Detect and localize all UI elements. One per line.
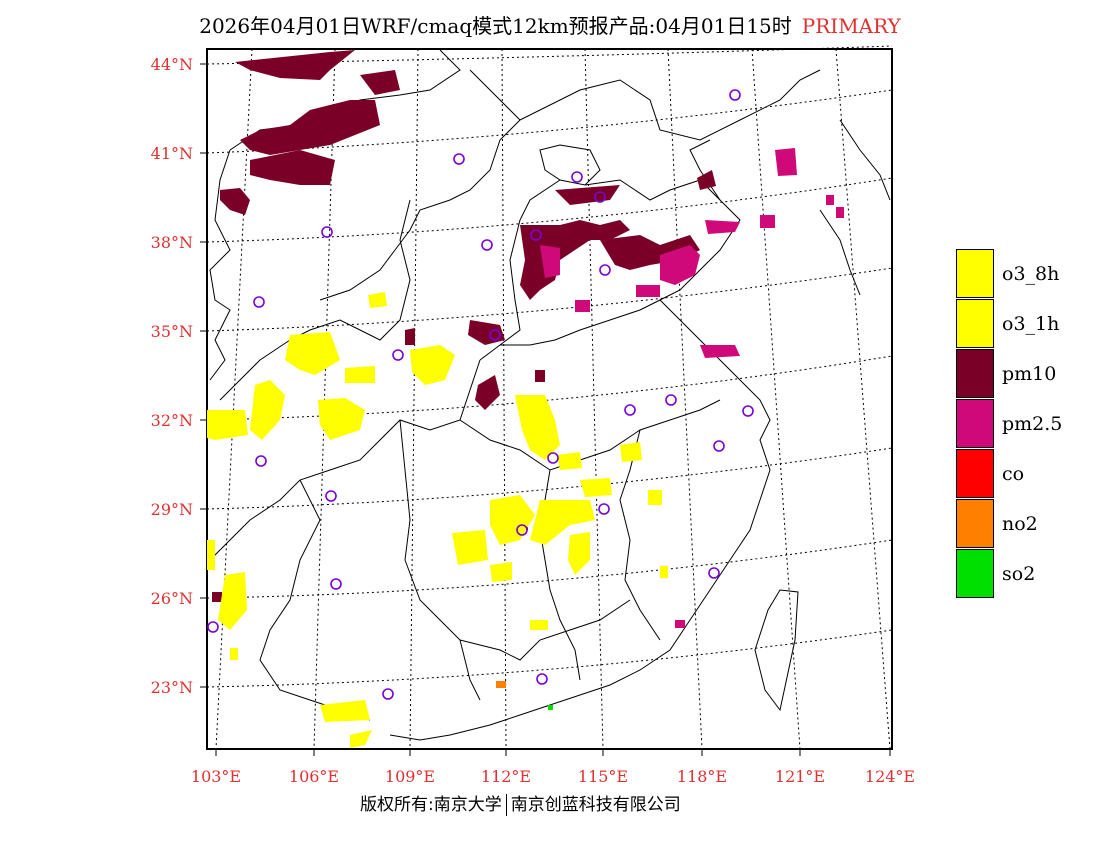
station-marker: [729, 89, 741, 101]
lat-label: 29°N: [151, 500, 193, 519]
station-marker: [321, 226, 333, 238]
station-marker: [392, 349, 404, 361]
station-marker: [481, 239, 493, 251]
lat-label: 38°N: [151, 233, 193, 252]
station-marker: [742, 405, 754, 417]
station-marker: [255, 455, 267, 467]
legend-label: o3_1h: [1002, 313, 1060, 335]
legend-label: o3_8h: [1002, 263, 1060, 285]
legend-swatch: [956, 249, 994, 298]
lon-label: 124°E: [865, 767, 915, 786]
map-title: 2026年04月01日WRF/cmaq模式12km预报产品:04月01日15时 P…: [0, 10, 1100, 39]
station-marker: [516, 524, 528, 536]
patches-o3: [207, 292, 668, 748]
lon-label: 112°E: [481, 767, 531, 786]
station-marker: [547, 452, 559, 464]
station-marker: [708, 567, 720, 579]
patches-pm10: [212, 50, 716, 602]
station-marker: [453, 153, 465, 165]
station-marker: [325, 490, 337, 502]
legend-swatch: [956, 299, 994, 348]
legend-swatch: [956, 349, 994, 398]
lon-line-103: [215, 48, 253, 750]
station-markers: [207, 89, 754, 700]
lon-label: 109°E: [385, 767, 435, 786]
legend-label: so2: [1002, 563, 1036, 585]
lon-line-121: [751, 48, 801, 750]
copyright-text: 版权所有:南京大学: [360, 795, 502, 815]
lat-line-35: [206, 267, 893, 332]
lon-label: 121°E: [775, 767, 825, 786]
station-marker: [713, 440, 725, 452]
lon-line-112: [501, 48, 507, 750]
station-marker: [594, 191, 606, 203]
lon-label: 118°E: [677, 767, 727, 786]
title-text: 2026年04月01日WRF/cmaq模式12km预报产品:04月01日15时: [199, 14, 792, 38]
lon-label: 106°E: [289, 767, 339, 786]
company-text: 南京创蓝科技有限公司: [510, 795, 681, 815]
lon-label: 103°E: [191, 767, 241, 786]
lat-label: 23°N: [151, 678, 193, 697]
lat-line-32: [206, 355, 893, 421]
lat-labels: 44°N 41°N 38°N 35°N 32°N 29°N 26°N 23°N: [151, 55, 193, 697]
lat-label: 41°N: [151, 144, 193, 163]
lon-line-109: [409, 48, 419, 750]
copyright-footer: 版权所有:南京大学 南京创蓝科技有限公司: [360, 790, 681, 816]
legend-label: pm2.5: [1002, 413, 1063, 435]
lat-line-38: [206, 177, 893, 243]
station-marker: [599, 264, 611, 276]
station-marker: [536, 673, 548, 685]
lon-line-118: [667, 48, 703, 750]
patches-no2: [496, 681, 506, 688]
lat-line-41: [206, 89, 893, 154]
lat-label: 35°N: [151, 322, 193, 341]
legend-label: co: [1002, 463, 1025, 485]
lat-line-29: [206, 447, 893, 510]
station-marker: [253, 296, 265, 308]
station-marker: [665, 394, 677, 406]
station-marker: [330, 578, 342, 590]
axis-ticks: [200, 63, 891, 756]
station-marker: [489, 329, 501, 341]
station-marker: [382, 688, 394, 700]
legend-swatch: [956, 499, 994, 548]
lat-label: 26°N: [151, 589, 193, 608]
legend-swatch: [956, 449, 994, 498]
legend-label: pm10: [1002, 363, 1057, 385]
station-marker: [530, 229, 542, 241]
lon-line-124: [835, 48, 891, 750]
footer-divider: [505, 794, 507, 816]
patches-so2: [548, 705, 553, 710]
station-marker: [207, 621, 219, 633]
station-marker: [598, 503, 610, 515]
lat-label: 44°N: [151, 55, 193, 74]
lon-line-115: [584, 48, 604, 750]
station-marker: [624, 404, 636, 416]
legend-swatch: [956, 399, 994, 448]
station-marker: [571, 171, 583, 183]
lat-label: 32°N: [151, 411, 193, 430]
taiwan-outline: [754, 589, 799, 712]
legend-swatch: [956, 549, 994, 598]
lon-label: 115°E: [578, 767, 628, 786]
legend-label: no2: [1002, 513, 1038, 535]
title-tag: PRIMARY: [801, 14, 901, 38]
lon-labels: 103°E 106°E 109°E 112°E 115°E 118°E 121°…: [191, 767, 915, 786]
